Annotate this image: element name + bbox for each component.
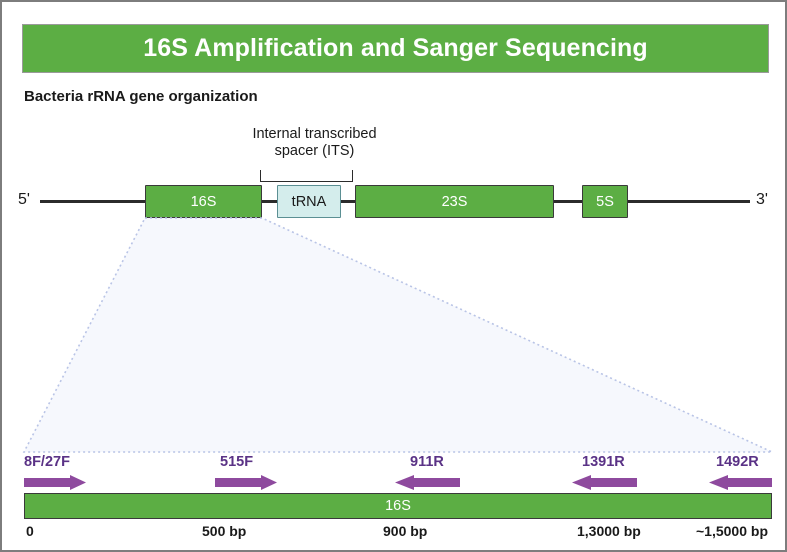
its-caption: Internal transcribed spacer (ITS) [232, 126, 397, 160]
primer-label-911r: 911R [410, 454, 444, 470]
primer-label-1492r: 1492R [716, 454, 759, 470]
primer-arrow-1391r-reverse [572, 475, 637, 490]
scale-label-0: 0 [26, 523, 34, 539]
primer-arrow-911r-reverse [395, 475, 460, 490]
amplicon-bar-16s: 16S [24, 493, 772, 519]
section-heading: Bacteria rRNA gene organization [24, 88, 258, 105]
its-caption-line-2: spacer (ITS) [274, 143, 355, 159]
expansion-trapezoid [22, 217, 773, 453]
gene-box-23s: 23S [355, 185, 554, 218]
its-caption-line-1: Internal transcribed [252, 126, 377, 142]
its-bracket [260, 170, 353, 182]
page-title: 16S Amplification and Sanger Sequencing [143, 34, 648, 62]
title-banner: 16S Amplification and Sanger Sequencing [22, 24, 769, 73]
primer-arrow-8f-27f-forward [24, 475, 86, 490]
primer-arrow-1492r-reverse [709, 475, 772, 490]
scale-label-1500: ~1,5000 bp [696, 523, 768, 539]
primer-label-1391r: 1391R [582, 454, 625, 470]
primer-arrow-515f-forward [215, 475, 277, 490]
primer-label-8f-27f: 8F/27F [24, 454, 70, 470]
scale-label-1300: 1,3000 bp [577, 523, 641, 539]
scale-label-900: 900 bp [383, 523, 428, 539]
gene-box-16s: 16S [145, 185, 262, 218]
three-prime-label: 3' [756, 191, 768, 208]
primer-label-515f: 515F [220, 454, 254, 470]
amplicon-bar-label: 16S [385, 498, 411, 514]
gene-box-5s: 5S [582, 185, 628, 218]
scale-label-500: 500 bp [202, 523, 247, 539]
five-prime-label: 5' [18, 191, 30, 208]
gene-box-trna: tRNA [277, 185, 341, 218]
